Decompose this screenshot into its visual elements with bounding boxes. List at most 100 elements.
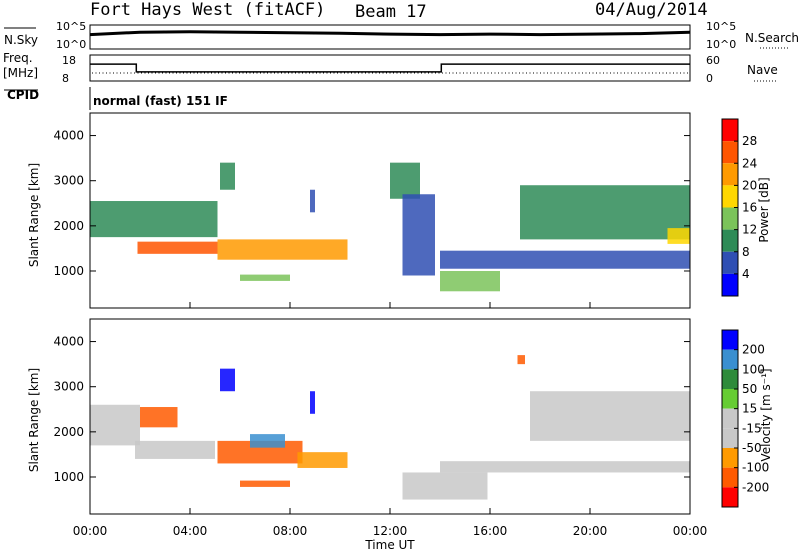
power-region-11: [667, 228, 690, 244]
xtick-label-1: 04:00: [173, 524, 208, 538]
nsky-tick-top: 10^5: [56, 20, 86, 33]
power-colorbar-swatch-1: [722, 141, 738, 164]
nave-tick-bottom: 0: [706, 72, 713, 85]
velocity-colorbar: 200 100 50 15 -15 -50 -100 -200: [721, 329, 769, 508]
velocity-ylabel: Slant Range [km]: [27, 368, 41, 472]
x-axis-ticks: 00:00 04:00 08:00 12:00 16:00 20:00 00:00: [73, 302, 708, 538]
xtick-label-0: 00:00: [73, 524, 108, 538]
nave-tick-top: 60: [706, 54, 720, 67]
velocity-region-9: [402, 472, 488, 500]
velocity-ytick-label-2: 3000: [53, 380, 84, 394]
velocity-colorbar-swatch-6: [722, 448, 738, 468]
velocity-region-0: [90, 404, 140, 446]
power-region-3: [220, 162, 235, 190]
velocity-colorbar-swatch-8: [722, 487, 738, 507]
velocity-ytick-label-0: 1000: [53, 470, 84, 484]
x-axis-label: Time UT: [364, 538, 415, 552]
velocity-colorbar-swatch-5: [722, 428, 738, 448]
velocity-colorbar-label-3: 15: [742, 402, 757, 416]
power-ytick-label-0: 1000: [53, 264, 84, 278]
velocity-colorbar-label: Velocity [m s⁻¹]: [759, 368, 773, 461]
xtick-label-2: 08:00: [273, 524, 308, 538]
nsky-trace: [89, 30, 691, 37]
freq-panel: Freq. [MHz] 18 8 60 0 Nave: [3, 51, 778, 85]
cpid-text: normal (fast) 151 IF: [93, 94, 228, 108]
velocity-colorbar-label-7: -200: [742, 480, 769, 494]
nsearch-tick-bottom: 10^0: [706, 38, 736, 51]
power-colorbar-swatch-7: [722, 273, 738, 296]
velocity-regions: [90, 355, 690, 500]
velocity-colorbar-swatch-0: [722, 330, 738, 350]
freq-trace: [90, 63, 690, 73]
power-colorbar-swatch-6: [722, 251, 738, 274]
power-colorbar-swatch-0: [722, 119, 738, 142]
velocity-region-10: [440, 461, 690, 473]
velocity-colorbar-label-0: 200: [742, 343, 765, 357]
velocity-ytick-label-3: 4000: [53, 335, 84, 349]
velocity-region-5: [297, 452, 348, 468]
freq-unit: [MHz]: [3, 66, 38, 80]
velocity-colorbar-swatch-7: [722, 467, 738, 488]
freq-tick-top: 18: [62, 54, 76, 67]
power-regions: [90, 162, 690, 292]
power-region-5: [310, 189, 315, 213]
power-ytick-label-2: 3000: [53, 174, 84, 188]
velocity-region-7: [220, 368, 235, 392]
nsky-label: N.Sky: [4, 33, 38, 47]
velocity-colorbar-frame: [721, 329, 739, 508]
cpid-label: CPID: [7, 88, 39, 102]
power-ytick-label-1: 2000: [53, 219, 84, 233]
freq-tick-bottom: 8: [62, 72, 69, 85]
xtick-label-3: 12:00: [373, 524, 408, 538]
velocity-colorbar-label-4: -15: [742, 421, 762, 435]
velocity-colorbar-swatch-2: [722, 369, 738, 389]
velocity-colorbar-label-1: 100: [742, 362, 765, 376]
velocity-panel: 1000 2000 3000 4000 Slant Range [km] 200 100…: [27, 318, 773, 515]
velocity-region-8: [310, 391, 315, 414]
power-colorbar-label-1: 8: [742, 245, 750, 259]
power-region-2: [217, 239, 348, 260]
date-label: 04/Aug/2014: [595, 0, 708, 20]
power-region-10: [520, 185, 690, 240]
power-colorbar-label: Power [dB]: [757, 177, 771, 242]
power-region-9: [440, 270, 500, 292]
velocity-region-11: [530, 391, 690, 441]
velocity-colorbar-swatch-3: [722, 389, 738, 409]
velocity-region-4: [250, 434, 285, 448]
nave-label: Nave: [747, 63, 778, 77]
power-colorbar-label-2: 12: [742, 223, 757, 237]
velocity-colorbar-swatch-4: [722, 408, 738, 429]
power-region-7: [402, 194, 435, 276]
power-region-6: [390, 162, 420, 199]
power-colorbar-swatch-2: [722, 163, 738, 186]
freq-frame: [89, 54, 691, 82]
power-colorbar-label-4: 20: [742, 178, 757, 192]
power-ylabel: Slant Range [km]: [27, 163, 41, 267]
power-panel: 1000 2000 3000 4000 Slant Range [km] 4 8 12 16…: [27, 112, 771, 309]
power-colorbar-swatch-4: [722, 207, 738, 230]
nsky-line: [89, 30, 691, 37]
xtick-label-4: 16:00: [473, 524, 508, 538]
velocity-colorbar-label-6: -100: [742, 461, 769, 475]
velocity-colorbar-label-2: 50: [742, 382, 757, 396]
velocity-region-1: [140, 407, 178, 428]
velocity-region-6: [240, 480, 290, 487]
power-colorbar: 4 8 12 16 20 24 28: [721, 118, 757, 297]
power-region-0: [90, 201, 218, 238]
velocity-colorbar-swatch-1: [722, 349, 738, 370]
nsky-panel: N.Sky 10^5 10^0 10^5 10^0 N.Search: [4, 20, 799, 51]
velocity-region-2: [135, 440, 215, 459]
power-colorbar-label-5: 24: [742, 156, 757, 170]
nsearch-tick-top: 10^5: [706, 20, 736, 33]
power-colorbar-label-6: 28: [742, 134, 757, 148]
xtick-label-5: 20:00: [573, 524, 608, 538]
velocity-region-12: [517, 355, 525, 365]
power-ytick-label-3: 4000: [53, 129, 84, 143]
xtick-label-6: 00:00: [673, 524, 708, 538]
velocity-ytick-label-1: 2000: [53, 425, 84, 439]
power-colorbar-swatch-5: [722, 229, 738, 252]
power-region-8: [440, 250, 690, 269]
beam-label: Beam 17: [355, 2, 427, 22]
nsearch-label: N.Search: [745, 31, 799, 45]
